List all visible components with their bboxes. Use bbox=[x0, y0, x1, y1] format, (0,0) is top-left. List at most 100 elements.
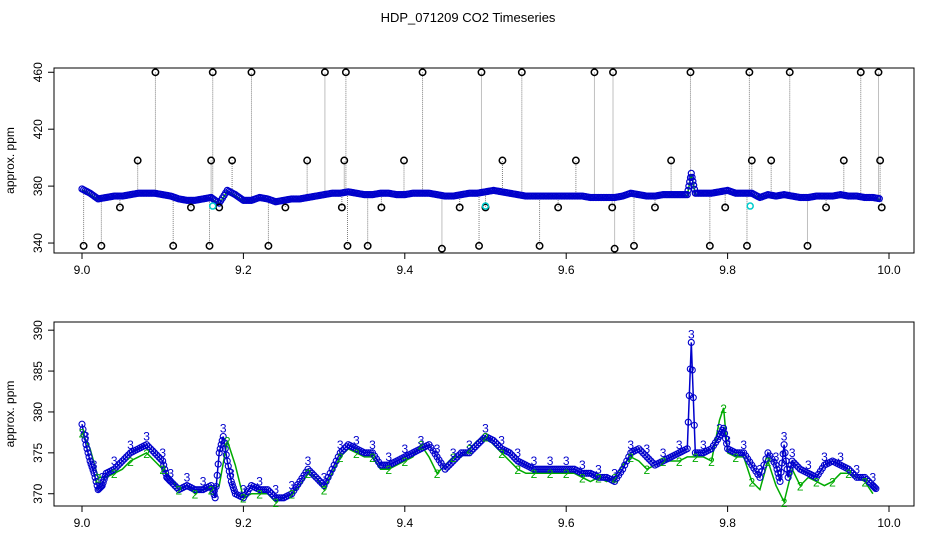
panel1-x-tick-label: 9.2 bbox=[235, 263, 252, 277]
series-point bbox=[461, 449, 469, 457]
series-blue-marker: 3 bbox=[450, 446, 457, 460]
series-point bbox=[783, 465, 791, 473]
series-point bbox=[685, 182, 693, 190]
series-point bbox=[492, 439, 500, 447]
raw-outlier-point bbox=[133, 156, 142, 165]
series-point bbox=[122, 453, 130, 461]
series-point bbox=[449, 457, 457, 465]
series-blue-marker: 3 bbox=[853, 462, 860, 476]
series-point bbox=[639, 449, 647, 457]
series-green-marker: 2 bbox=[418, 439, 425, 453]
series-green-marker: 2 bbox=[79, 426, 86, 440]
panel1-y-tick-label: 340 bbox=[31, 233, 45, 253]
series-blue-marker: 3 bbox=[563, 454, 570, 468]
series-point bbox=[473, 441, 481, 449]
raw-outlier-point bbox=[608, 203, 617, 212]
series-point bbox=[364, 449, 373, 457]
series-point bbox=[114, 461, 122, 469]
raw-outlier-point bbox=[609, 68, 617, 77]
raw-outlier-point bbox=[839, 156, 848, 165]
panel1-x-tick-label: 9.8 bbox=[719, 263, 736, 277]
series-point bbox=[684, 186, 692, 194]
raw-outlier-point bbox=[341, 68, 350, 77]
series-point bbox=[216, 445, 224, 453]
series-point bbox=[568, 465, 576, 473]
series-point bbox=[80, 430, 88, 438]
series-point bbox=[453, 453, 461, 461]
series-point bbox=[788, 457, 796, 465]
series-point bbox=[647, 457, 655, 465]
series-blue-marker: 3 bbox=[184, 470, 191, 484]
series-blue-marker: 3 bbox=[595, 462, 602, 476]
series-blue-marker: 3 bbox=[644, 442, 651, 456]
series-blue-marker: 3 bbox=[385, 450, 392, 464]
series-point bbox=[784, 473, 792, 481]
series-point bbox=[774, 469, 782, 477]
series-point bbox=[264, 486, 272, 494]
series-point bbox=[312, 473, 320, 481]
series-point bbox=[120, 455, 128, 463]
series-green-marker: 2 bbox=[579, 471, 586, 485]
series-blue-marker: 3 bbox=[837, 450, 844, 464]
series-point bbox=[79, 425, 87, 433]
raw-outlier-point bbox=[363, 241, 372, 250]
raw-outlier-point bbox=[320, 68, 329, 77]
series-point bbox=[160, 461, 168, 469]
series-point bbox=[445, 461, 453, 469]
series-green-marker: 2 bbox=[305, 467, 312, 481]
series-green-marker: 2 bbox=[829, 475, 836, 489]
series-blue-marker: 3 bbox=[514, 446, 521, 460]
panel2-x-tick-label: 10.0 bbox=[877, 516, 901, 530]
series-point bbox=[697, 449, 705, 457]
series-point bbox=[278, 494, 286, 502]
series-blue-marker: 3 bbox=[781, 430, 788, 444]
raw-outlier-point bbox=[517, 68, 526, 77]
series-green-marker: 2 bbox=[256, 488, 263, 502]
series-point bbox=[83, 445, 91, 453]
raw-outlier-point bbox=[477, 68, 486, 77]
panel2-y-tick-label: 375 bbox=[31, 443, 45, 463]
series-point bbox=[625, 453, 633, 461]
series-point bbox=[266, 488, 274, 496]
series-point bbox=[857, 473, 865, 481]
series-point bbox=[84, 449, 92, 457]
series-green-marker: 2 bbox=[482, 430, 489, 444]
raw-outlier-point bbox=[571, 156, 580, 165]
series-green-marker: 2 bbox=[531, 467, 538, 481]
series-point bbox=[112, 463, 120, 471]
series-point bbox=[785, 469, 793, 477]
series-point bbox=[207, 482, 215, 490]
raw-outlier-point bbox=[590, 68, 599, 77]
series-point bbox=[721, 429, 729, 437]
raw-outlier-point bbox=[686, 68, 695, 77]
series-point bbox=[865, 477, 873, 486]
series-blue-marker: 3 bbox=[167, 466, 174, 480]
series-point bbox=[790, 459, 798, 467]
raw-outlier-point bbox=[554, 203, 563, 212]
series-green-marker: 2 bbox=[450, 451, 457, 465]
series-point bbox=[306, 467, 314, 475]
series-point bbox=[780, 441, 788, 449]
series-point bbox=[477, 437, 486, 445]
series-green-marker: 2 bbox=[660, 455, 667, 469]
series-point bbox=[151, 449, 159, 457]
series-point bbox=[214, 460, 222, 468]
series-point bbox=[96, 484, 104, 492]
series-blue-marker: 3 bbox=[627, 438, 634, 452]
series-blue-marker: 3 bbox=[466, 438, 473, 452]
series-point bbox=[226, 472, 234, 480]
raw-outlier-point bbox=[630, 241, 638, 250]
series-point bbox=[310, 471, 318, 479]
series-blue-marker: 3 bbox=[401, 442, 408, 456]
series-blue-marker: 3 bbox=[321, 470, 328, 484]
series-point bbox=[334, 453, 342, 461]
series-blue-marker: 3 bbox=[700, 438, 707, 452]
series-point bbox=[637, 447, 645, 455]
series-blue-marker: 3 bbox=[611, 466, 618, 480]
series-green-marker: 2 bbox=[708, 455, 715, 469]
series-green-marker: 2 bbox=[385, 463, 392, 477]
series-green-marker: 2 bbox=[224, 434, 231, 448]
series-point bbox=[270, 492, 278, 500]
series-green-marker: 2 bbox=[595, 471, 602, 485]
